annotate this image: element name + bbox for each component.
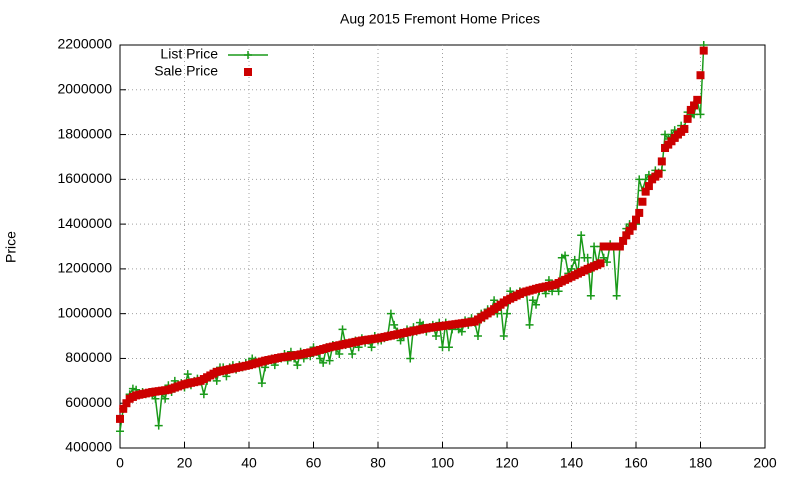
legend-label: List Price — [160, 46, 218, 62]
point-marker — [525, 320, 534, 329]
point-marker — [635, 208, 644, 217]
point-marker — [632, 215, 640, 224]
point-marker — [335, 349, 344, 358]
chart-title: Aug 2015 Fremont Home Prices — [340, 11, 540, 27]
x-tick-label: 60 — [306, 455, 322, 471]
point-marker — [622, 231, 631, 240]
point-marker — [686, 105, 695, 114]
point-marker — [444, 343, 453, 352]
x-tick-label: 120 — [495, 455, 519, 471]
point-marker — [151, 394, 160, 403]
point-marker — [116, 427, 124, 436]
point-marker — [625, 226, 634, 235]
point-marker — [644, 182, 653, 191]
point-marker — [612, 291, 621, 300]
point-marker — [693, 95, 702, 104]
point-marker — [570, 255, 579, 264]
point-marker — [577, 231, 586, 240]
point-marker — [628, 222, 637, 231]
point-marker — [386, 309, 395, 318]
x-tick-label: 140 — [560, 455, 584, 471]
legend-label: Sale Price — [154, 63, 218, 79]
x-tick-label: 100 — [431, 455, 455, 471]
point-marker — [319, 358, 328, 367]
point-marker — [696, 71, 705, 80]
point-marker — [561, 251, 570, 260]
point-marker — [199, 390, 208, 399]
legend-swatch — [244, 51, 252, 59]
point-marker — [641, 187, 650, 196]
point-marker — [532, 300, 541, 309]
point-marker — [119, 404, 128, 413]
point-marker — [586, 291, 595, 300]
x-tick-label: 80 — [370, 455, 386, 471]
point-marker — [583, 253, 592, 262]
y-tick-label: 1600000 — [57, 170, 112, 186]
point-marker — [657, 157, 666, 166]
point-marker — [619, 236, 628, 245]
point-marker — [338, 325, 347, 334]
legend-swatch — [244, 68, 252, 76]
point-marker — [348, 349, 357, 358]
point-marker — [699, 46, 708, 55]
point-marker — [654, 169, 663, 178]
x-tick-label: 200 — [753, 455, 777, 471]
point-marker — [528, 296, 537, 305]
point-marker — [457, 327, 466, 336]
point-marker — [154, 421, 163, 430]
point-marker — [315, 354, 324, 363]
y-tick-label: 1800000 — [57, 125, 112, 141]
x-tick-label: 160 — [624, 455, 648, 471]
y-tick-label: 800000 — [65, 349, 112, 365]
x-tick-label: 20 — [177, 455, 193, 471]
point-marker — [490, 296, 499, 305]
y-tick-label: 1400000 — [57, 215, 112, 231]
x-tick-label: 40 — [241, 455, 257, 471]
point-marker — [257, 379, 266, 388]
point-marker — [473, 332, 482, 341]
point-marker — [680, 124, 689, 133]
point-marker — [161, 394, 170, 403]
point-marker — [293, 361, 302, 370]
y-tick-label: 2000000 — [57, 80, 112, 96]
point-marker — [212, 376, 221, 385]
y-tick-label: 2200000 — [57, 36, 112, 52]
point-marker — [554, 287, 563, 296]
point-marker — [690, 101, 699, 110]
x-tick-label: 180 — [689, 455, 713, 471]
point-marker — [122, 399, 131, 408]
point-marker — [367, 343, 376, 352]
y-tick-label: 400000 — [65, 439, 112, 455]
point-marker — [615, 242, 624, 251]
point-marker — [183, 370, 192, 379]
point-marker — [638, 197, 647, 206]
y-tick-label: 1200000 — [57, 260, 112, 276]
point-marker — [116, 414, 124, 423]
point-marker — [683, 114, 692, 123]
point-marker — [406, 354, 415, 363]
point-marker — [596, 259, 605, 268]
y-tick-label: 600000 — [65, 394, 112, 410]
point-marker — [499, 332, 508, 341]
x-tick-label: 0 — [116, 455, 124, 471]
point-marker — [390, 320, 399, 329]
point-marker — [696, 110, 705, 119]
y-tick-label: 1000000 — [57, 304, 112, 320]
point-marker — [432, 332, 441, 341]
point-marker — [503, 309, 511, 318]
point-marker — [325, 356, 334, 365]
y-axis-label: Price — [3, 231, 19, 263]
